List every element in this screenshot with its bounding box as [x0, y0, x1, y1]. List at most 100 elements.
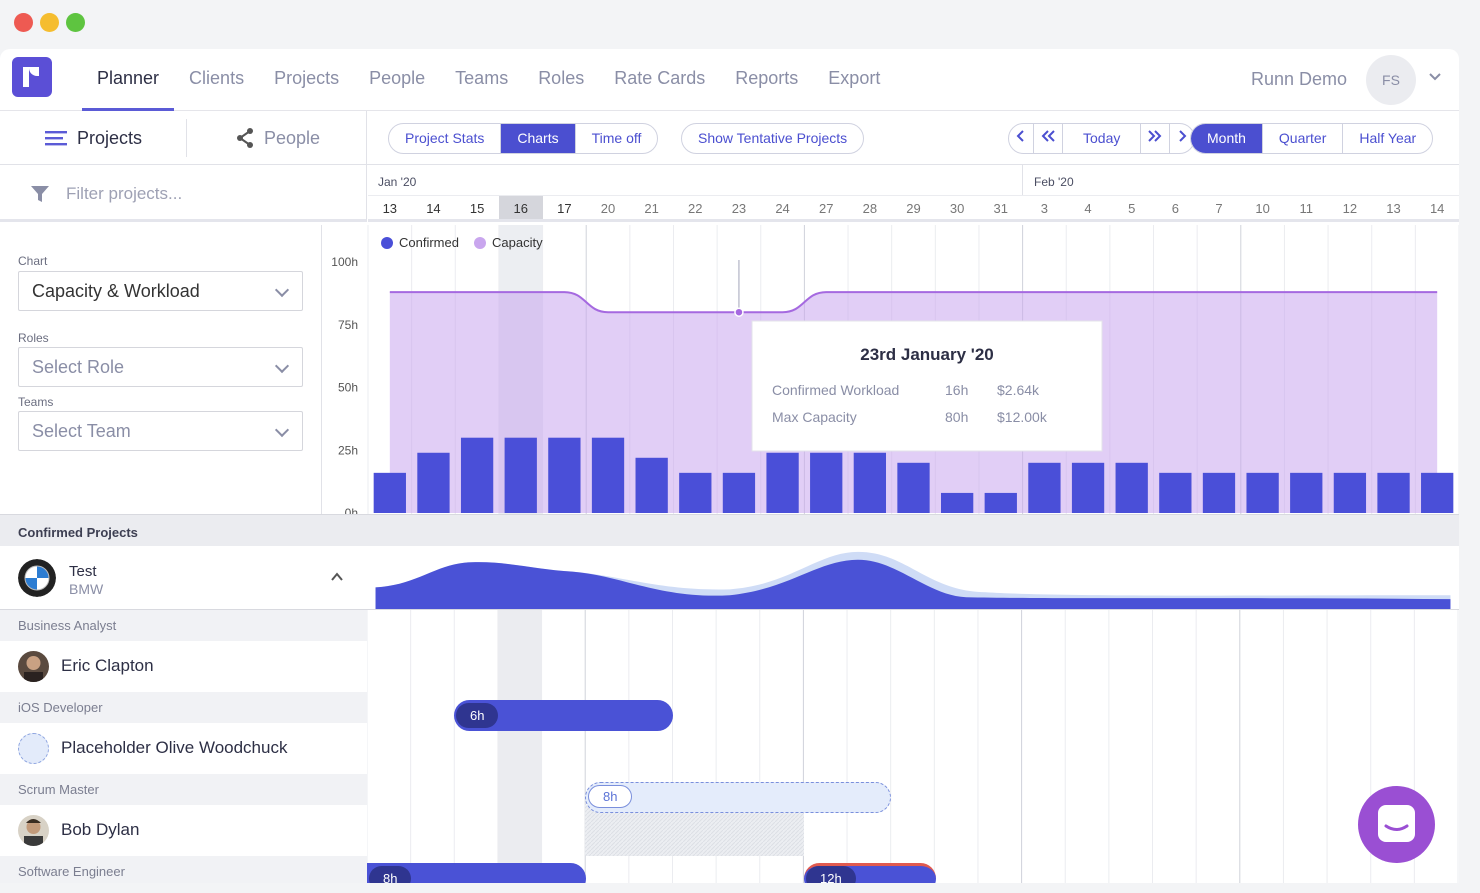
confirmed-bar: [1028, 462, 1061, 513]
double-chevron-left-icon[interactable]: [1034, 124, 1063, 153]
filter-projects-input[interactable]: [66, 179, 346, 209]
nav-people[interactable]: People: [369, 68, 426, 88]
day-cell: 3: [1022, 195, 1067, 219]
confirmed-bar: [897, 462, 930, 513]
chart-select-value: Capacity & Workload: [32, 281, 200, 301]
runn-logo[interactable]: [12, 57, 52, 97]
double-chevron-right-icon[interactable]: [1141, 124, 1171, 153]
chevron-right-icon[interactable]: [1170, 124, 1194, 153]
top-nav: Planner Clients Projects People Teams Ro…: [0, 49, 1459, 111]
confirmed-bar: [984, 492, 1017, 513]
assignment-bar[interactable]: 8h: [367, 863, 586, 883]
team-select[interactable]: Select Team: [18, 411, 303, 451]
nav-clients[interactable]: Clients: [189, 68, 245, 88]
projects-view-label: Projects: [77, 127, 143, 148]
app-window: Planner Clients Projects People Teams Ro…: [0, 49, 1459, 883]
day-cell: 14: [411, 195, 456, 219]
assignment-bar[interactable]: 12h: [804, 863, 936, 883]
tentative-assignment-bar[interactable]: 8h: [585, 782, 891, 813]
window-controls: [14, 13, 85, 32]
avatar: [18, 815, 49, 846]
chevron-down-icon: [274, 422, 290, 438]
show-tentative-button[interactable]: Show Tentative Projects: [681, 123, 865, 154]
day-cell: 7: [1197, 195, 1241, 219]
project-name[interactable]: Test: [69, 563, 97, 580]
account-name[interactable]: Runn Demo: [1251, 69, 1348, 89]
day-cell: 16: [498, 195, 543, 219]
teams-label: Teams: [18, 395, 54, 409]
minimize-window-button[interactable]: [40, 13, 59, 32]
range-month[interactable]: Month: [1191, 124, 1263, 153]
person-row-bob-dylan[interactable]: Bob Dylan: [0, 805, 367, 856]
tooltip-row-label: Max Capacity: [772, 409, 857, 425]
tab-time-off[interactable]: Time off: [591, 130, 642, 146]
chart-select[interactable]: Capacity & Workload: [18, 271, 303, 311]
toolbar: Projects People Project Stats Charts Tim…: [0, 111, 1459, 165]
y-tick-label: 100h: [331, 255, 358, 269]
chevron-down-icon[interactable]: [1428, 69, 1442, 85]
confirmed-bar: [1377, 472, 1410, 513]
day-cell: 30: [935, 195, 979, 219]
day-cell: 23: [717, 195, 761, 219]
person-row-eric-clapton[interactable]: Eric Clapton: [0, 641, 367, 692]
nav-reports[interactable]: Reports: [735, 68, 799, 88]
legend-capacity-swatch: [474, 237, 486, 249]
person-name[interactable]: Eric Clapton: [61, 656, 154, 675]
month-label-feb: Feb '20: [1034, 175, 1074, 189]
y-tick-label: 75h: [338, 318, 358, 332]
person-row-placeholder[interactable]: Placeholder Olive Woodchuck: [0, 723, 367, 774]
day-cell: 22: [673, 195, 718, 219]
tab-charts[interactable]: Charts: [501, 124, 576, 153]
day-cell: 15: [455, 195, 499, 219]
tooltip-title: 23rd January '20: [860, 345, 994, 364]
day-cell: 5: [1109, 195, 1154, 219]
role-header-software-engineer: Software Engineer: [0, 856, 367, 883]
grid-lines: [367, 610, 1459, 883]
people-view-button[interactable]: People: [236, 111, 320, 165]
confirmed-bar: [417, 452, 450, 513]
nav-planner[interactable]: Planner: [82, 49, 175, 111]
range-quarter[interactable]: Quarter: [1263, 124, 1344, 153]
projects-view-button[interactable]: Projects: [45, 111, 142, 165]
tooltip-row-hours: 80h: [945, 409, 968, 425]
nav-roles[interactable]: Roles: [538, 68, 585, 88]
project-row[interactable]: Test BMW: [0, 546, 367, 610]
filter-bar: [0, 165, 367, 222]
nav-projects[interactable]: Projects: [274, 68, 340, 88]
person-name[interactable]: Placeholder Olive Woodchuck: [61, 738, 288, 757]
tooltip-row-amount: $12.00k: [997, 409, 1048, 425]
maximize-window-button[interactable]: [66, 13, 85, 32]
hours-tag: 8h: [588, 785, 633, 808]
assignment-bar[interactable]: 6h: [454, 700, 673, 731]
confirmed-bar: [853, 452, 887, 513]
nav-rate-cards[interactable]: Rate Cards: [614, 68, 706, 88]
y-tick-label: 50h: [338, 381, 358, 395]
confirmed-bar: [1071, 462, 1105, 513]
hours-tag: 12h: [806, 866, 856, 883]
chart-label: Chart: [18, 254, 48, 268]
day-cell: 29: [891, 195, 936, 219]
tooltip-row-label: Confirmed Workload: [772, 382, 899, 398]
chart-controls: Chart Capacity & Workload Roles Select R…: [0, 225, 322, 514]
chevron-left-icon[interactable]: [1009, 124, 1034, 153]
avatar: [18, 651, 49, 682]
nav-teams[interactable]: Teams: [455, 68, 509, 88]
range-half-year[interactable]: Half Year: [1359, 130, 1417, 146]
day-cell: 31: [978, 195, 1023, 219]
close-window-button[interactable]: [14, 13, 33, 32]
tab-project-stats[interactable]: Project Stats: [389, 124, 502, 153]
user-avatar[interactable]: FS: [1366, 55, 1416, 105]
role-select[interactable]: Select Role: [18, 347, 303, 387]
view-toggle: Projects People: [0, 111, 367, 165]
confirmed-bar: [1246, 472, 1279, 513]
nav-export[interactable]: Export: [828, 68, 881, 88]
today-button[interactable]: Today: [1063, 124, 1142, 153]
chevron-up-icon[interactable]: [330, 570, 344, 584]
chat-button[interactable]: [1358, 786, 1435, 863]
confirmed-bar: [635, 457, 668, 513]
roles-label: Roles: [18, 331, 49, 345]
legend-capacity-label: Capacity: [492, 235, 543, 250]
timeline-header: Jan '20 Feb '20 13 14 15 16 17 20 21 22 23 24 27 28…: [368, 165, 1459, 222]
day-cell: 13: [368, 195, 412, 219]
person-name[interactable]: Bob Dylan: [61, 820, 140, 839]
